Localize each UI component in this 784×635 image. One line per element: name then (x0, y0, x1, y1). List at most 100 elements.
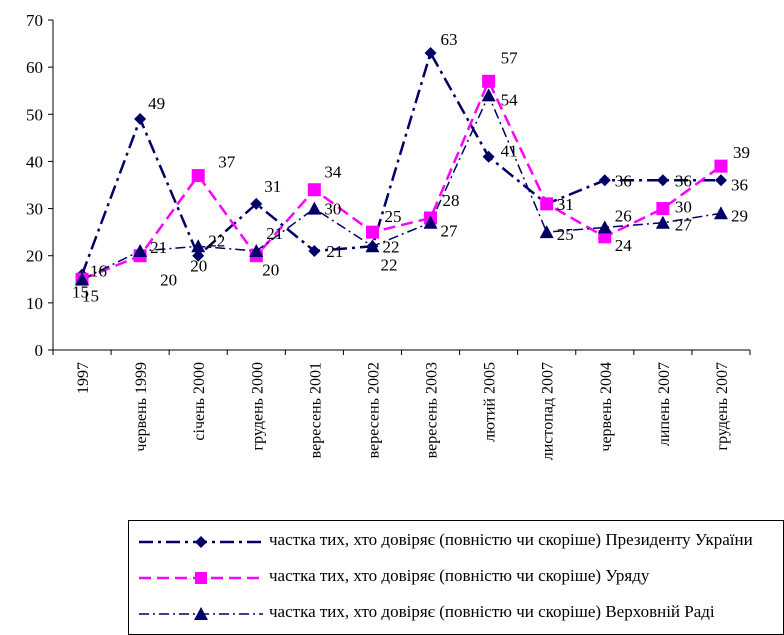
data-label-s1: 24 (615, 236, 633, 255)
x-axis: 1997 червень 1999 січень 2000 грудень 2000 в… (52, 349, 751, 460)
legend-label-rada: частка тих, хто довіряє (повністю чи ско… (269, 602, 715, 621)
point-marker-rada (307, 201, 322, 215)
legend-line-rada-icon (139, 607, 263, 620)
point-marker-rada (597, 220, 612, 234)
point-marker-government (656, 202, 670, 216)
data-label-s2: 26 (615, 206, 632, 225)
x-category-label: липень 2007 (656, 362, 673, 446)
data-label-s0: 36 (615, 171, 632, 190)
point-marker-government (365, 225, 379, 239)
x-category-label: червень 1999 (133, 362, 150, 452)
data-label-s2: 21 (150, 238, 167, 257)
point-marker-rada (191, 239, 206, 253)
data-label-s2: 22 (382, 237, 399, 256)
data-label-s0: 31 (557, 195, 574, 214)
x-category-label: грудень 2000 (249, 362, 266, 450)
data-label-s0: 31 (264, 177, 281, 196)
point-marker-president (424, 47, 437, 59)
data-label-s2: 30 (324, 200, 341, 219)
point-marker-rada (75, 272, 90, 286)
y-axis: 0 10 20 30 40 50 60 70 (26, 11, 54, 360)
data-label-s1: 20 (262, 261, 279, 280)
data-label-s1: 15 (72, 282, 89, 301)
data-label-s0: 63 (441, 30, 458, 49)
y-tick-label: 50 (26, 105, 43, 124)
point-marker-president (714, 174, 727, 187)
legend-line-president-icon (139, 536, 263, 548)
data-label-s0: 20 (190, 257, 207, 276)
y-tick-label: 70 (26, 11, 43, 30)
data-label-s1: 30 (675, 198, 692, 217)
series-line-0 (80, 49, 721, 276)
point-marker-president (134, 113, 147, 125)
data-label-s0: 21 (326, 242, 343, 261)
legend-item-president: частка тих, хто довіряє (повністю чи ско… (129, 525, 784, 555)
data-label-s1: 34 (324, 163, 342, 182)
y-tick-label: 0 (35, 341, 44, 360)
point-marker-government (598, 230, 612, 244)
data-label-s2: 54 (501, 90, 519, 109)
data-label-s2: 21 (266, 224, 283, 243)
legend-label-president: частка тих, хто довіряє (повністю чи ско… (269, 530, 753, 549)
point-marker-rada (713, 206, 728, 220)
point-marker-government (714, 159, 728, 173)
legend-item-government: частка тих, хто довіряє (повністю чи ско… (129, 561, 784, 591)
point-marker-government (307, 183, 321, 197)
data-label-s2: 27 (675, 216, 693, 235)
point-marker-rada (133, 244, 148, 257)
x-category-label: вересень 2002 (365, 362, 382, 458)
series-line-2 (81, 93, 722, 280)
x-category-label: червень 2004 (598, 362, 615, 452)
point-marker-rada (539, 225, 554, 239)
legend: частка тих, хто довіряє (повністю чи ско… (128, 520, 784, 635)
data-label-s0: 16 (90, 262, 107, 281)
data-labels: 16 49 20 31 21 22 63 41 31 36 36 36 15 20 37 20 34 25 28 57… (72, 30, 750, 305)
data-label-s2: 25 (557, 225, 574, 244)
x-category-label: вересень 2003 (424, 362, 441, 458)
point-marker-president (598, 174, 611, 187)
x-category-label: січень 2000 (191, 362, 208, 441)
point-marker-rada (655, 215, 670, 229)
point-marker-president (482, 150, 495, 163)
data-label-s0: 36 (675, 171, 692, 190)
data-label-s1: 31 (557, 195, 574, 214)
point-marker-president (192, 249, 205, 262)
y-tick-label: 10 (26, 294, 43, 313)
series-line-1 (81, 78, 722, 281)
point-marker-rada (423, 215, 438, 229)
point-marker-president (656, 174, 669, 187)
x-category-label: вересень 2001 (307, 362, 324, 458)
data-label-s1: 25 (384, 207, 401, 226)
data-label-s2: 22 (208, 231, 225, 250)
point-marker-government (191, 169, 205, 183)
data-label-s0: 36 (731, 175, 748, 194)
y-tick-label: 30 (26, 200, 43, 219)
x-category-label: листопад 2007 (540, 362, 557, 460)
y-tick-label: 40 (26, 152, 43, 171)
x-category-label: лютий 2005 (482, 362, 499, 442)
data-label-s2: 29 (731, 206, 748, 225)
x-category-label: грудень 2007 (714, 362, 731, 450)
data-label-s1: 39 (733, 143, 750, 162)
point-marker-government (540, 197, 554, 211)
data-label-s2: 27 (441, 222, 459, 241)
data-label-s0: 49 (148, 94, 165, 113)
data-label-s2: 15 (82, 286, 99, 305)
point-marker-rada (249, 244, 264, 257)
data-label-s0: 41 (501, 142, 518, 161)
legend-item-rada: частка тих, хто довіряє (повністю чи ско… (129, 597, 784, 627)
series-group (75, 47, 728, 286)
data-label-s1: 37 (218, 153, 236, 172)
point-marker-president (250, 197, 263, 210)
y-tick-label: 60 (26, 58, 43, 77)
x-category-label: 1997 (75, 362, 92, 394)
point-marker-president (308, 245, 321, 257)
y-tick-label: 20 (26, 247, 43, 266)
point-marker-government (482, 74, 496, 88)
point-marker-rada (365, 239, 380, 253)
legend-label-government: частка тих, хто довіряє (повністю чи ско… (269, 566, 650, 585)
point-marker-rada (481, 88, 496, 102)
data-label-s1: 28 (443, 191, 460, 210)
data-label-s1: 20 (160, 271, 177, 290)
line-chart: 0 10 20 30 40 50 60 70 1997 червень 1999 січень 2… (26, 11, 751, 460)
